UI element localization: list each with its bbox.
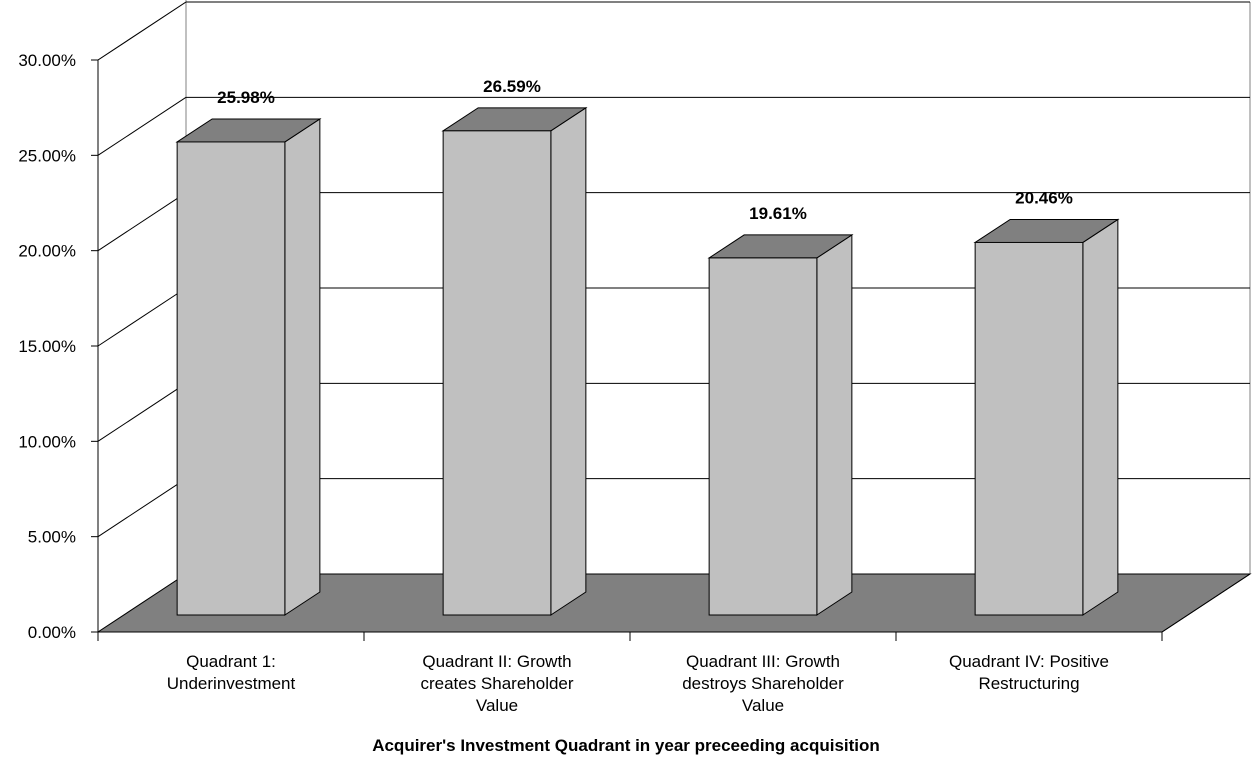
y-tick-label: 5.00% — [28, 528, 76, 547]
gridline-side — [97, 382, 187, 442]
x-tick-label-line: Quadrant III: Growth — [686, 652, 840, 671]
data-label: 19.61% — [749, 204, 807, 223]
bar — [441, 106, 588, 616]
gridline-side — [97, 478, 187, 538]
y-tick-labels: 0.00% 5.00% 10.00% 15.00% 20.00% 25.00% 30.00% — [18, 51, 76, 642]
bars — [175, 106, 1120, 616]
x-tick-label-line: creates Shareholder — [420, 674, 573, 693]
y-tick-label: 25.00% — [18, 146, 76, 165]
bar-front-face — [708, 257, 818, 616]
x-tick-label: Quadrant 1: Underinvestment — [167, 652, 296, 693]
gridline-side — [97, 287, 187, 347]
y-tick-label: 20.00% — [18, 242, 76, 261]
data-labels: 25.98% 26.59% 19.61% 20.46% — [217, 77, 1073, 223]
bar-side-face — [1082, 218, 1119, 616]
gridline-side — [97, 96, 187, 156]
bar-side-face — [816, 234, 853, 616]
x-tick-label-line: Restructuring — [978, 674, 1079, 693]
bar-side-face — [284, 118, 321, 616]
bar — [175, 118, 322, 616]
bar-side-face — [550, 106, 587, 616]
data-label: 26.59% — [483, 77, 541, 96]
gridline-side — [97, 192, 187, 252]
x-tick-label-line: Underinvestment — [167, 674, 296, 693]
bar — [973, 218, 1120, 616]
bar-front-face — [442, 130, 552, 616]
x-tick-label-line: Quadrant IV: Positive — [949, 652, 1109, 671]
x-tick-labels: Quadrant 1: Underinvestment Quadrant II: G… — [167, 652, 1109, 715]
data-label: 25.98% — [217, 88, 275, 107]
data-label: 20.46% — [1015, 188, 1073, 207]
x-tick-label-line: Quadrant 1: — [186, 652, 276, 671]
bar-front-face — [176, 141, 286, 616]
x-tick-label: Quadrant III: Growth destroys Shareholder… — [682, 652, 844, 715]
y-tick-label: 30.00% — [18, 51, 76, 70]
x-axis-title: Acquirer's Investment Quadrant in year p… — [372, 736, 880, 755]
bar-front-face — [974, 241, 1084, 616]
gridline-side — [97, 1, 187, 61]
bar — [707, 234, 854, 616]
x-tick-label-line: Value — [476, 696, 518, 715]
x-tick-label: Quadrant II: Growth creates Shareholder Va… — [420, 652, 573, 715]
y-tick-label: 10.00% — [18, 432, 76, 451]
x-tick-label-line: destroys Shareholder — [682, 674, 844, 693]
axes — [91, 59, 1251, 641]
floor-right-edge — [1161, 573, 1251, 633]
y-tick-label: 15.00% — [18, 337, 76, 356]
y-tick-label: 0.00% — [28, 623, 76, 642]
x-tick-label: Quadrant IV: Positive Restructuring — [949, 652, 1109, 693]
x-tick-label-line: Quadrant II: Growth — [422, 652, 571, 671]
x-tick-label-line: Value — [742, 696, 784, 715]
